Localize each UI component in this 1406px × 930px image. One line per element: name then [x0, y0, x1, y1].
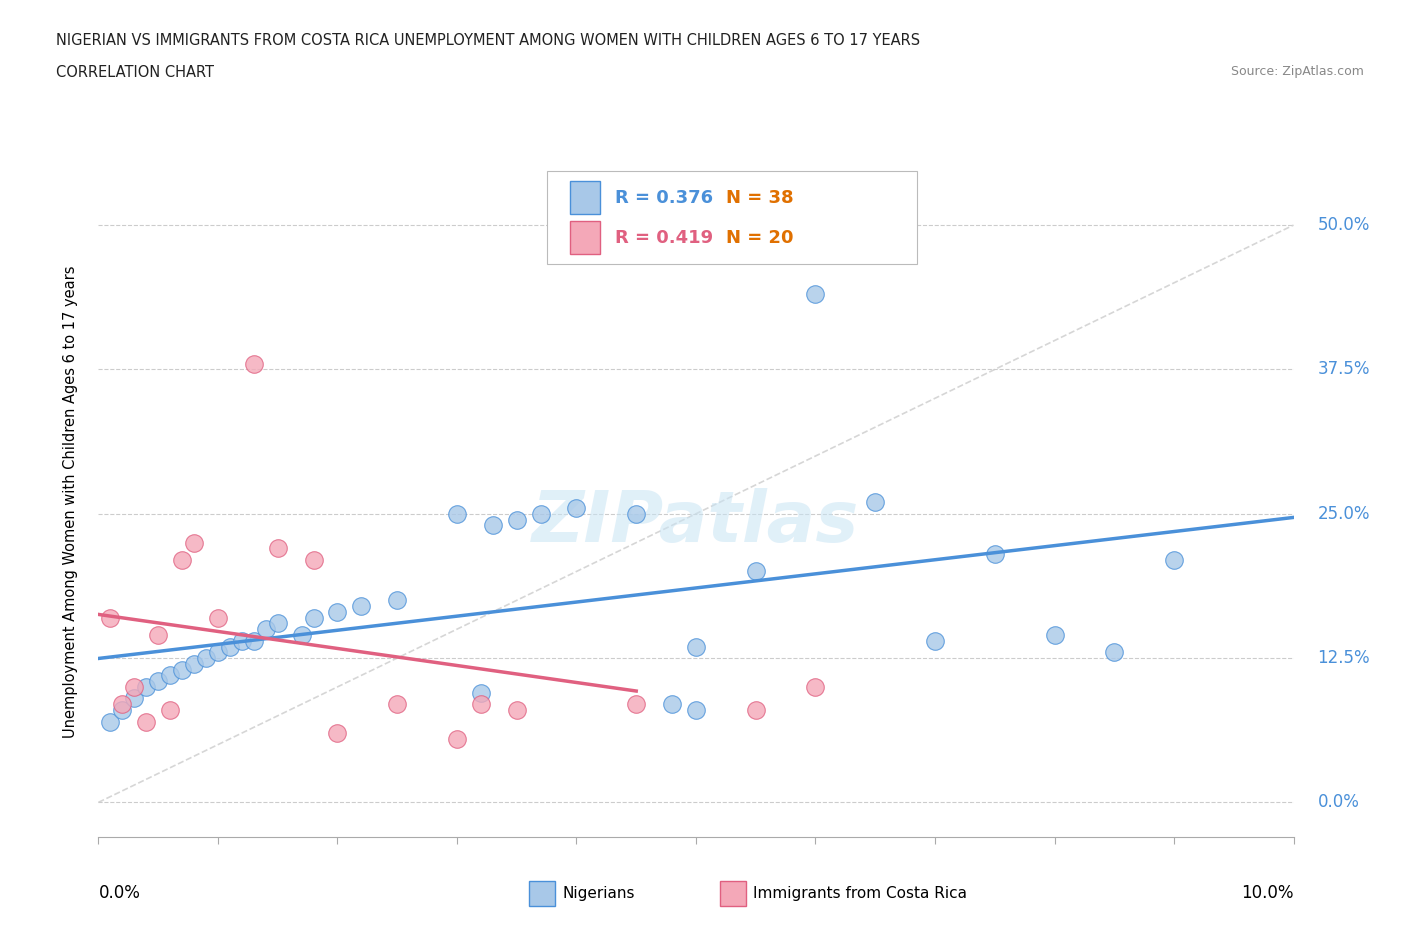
Text: 37.5%: 37.5%	[1317, 361, 1369, 379]
Point	[1102, 644, 1125, 659]
Text: ZIPatlas: ZIPatlas	[533, 488, 859, 557]
Point	[804, 287, 827, 302]
Point	[124, 691, 146, 706]
Text: R = 0.419: R = 0.419	[614, 229, 713, 246]
Point	[685, 702, 707, 717]
Point	[470, 697, 492, 711]
Point	[446, 506, 468, 521]
Point	[983, 547, 1005, 562]
Point	[111, 697, 134, 711]
Point	[804, 680, 827, 695]
Point	[231, 633, 253, 648]
Point	[924, 633, 946, 648]
Point	[1163, 552, 1185, 567]
Text: CORRELATION CHART: CORRELATION CHART	[56, 65, 214, 80]
Point	[290, 628, 312, 643]
Point	[98, 714, 122, 729]
Point	[183, 657, 205, 671]
FancyBboxPatch shape	[720, 881, 747, 906]
Point	[243, 633, 266, 648]
Point	[135, 680, 157, 695]
Text: Source: ZipAtlas.com: Source: ZipAtlas.com	[1230, 65, 1364, 78]
Point	[148, 628, 170, 643]
Text: N = 38: N = 38	[725, 189, 793, 206]
Point	[254, 622, 277, 637]
Point	[172, 662, 194, 677]
Point	[172, 552, 194, 567]
Point	[624, 697, 647, 711]
Point	[565, 500, 588, 515]
Text: 10.0%: 10.0%	[1241, 884, 1294, 902]
Point	[863, 495, 886, 510]
Y-axis label: Unemployment Among Women with Children Ages 6 to 17 years: Unemployment Among Women with Children A…	[63, 266, 77, 738]
Point	[111, 702, 134, 717]
Point	[148, 673, 170, 688]
FancyBboxPatch shape	[547, 171, 917, 264]
Text: NIGERIAN VS IMMIGRANTS FROM COSTA RICA UNEMPLOYMENT AMONG WOMEN WITH CHILDREN AG: NIGERIAN VS IMMIGRANTS FROM COSTA RICA U…	[56, 33, 921, 47]
Text: Immigrants from Costa Rica: Immigrants from Costa Rica	[754, 886, 967, 901]
Text: N = 20: N = 20	[725, 229, 793, 246]
Point	[506, 702, 529, 717]
Point	[183, 535, 205, 550]
Point	[207, 610, 229, 625]
Point	[385, 697, 409, 711]
Point	[98, 610, 122, 625]
Point	[159, 668, 181, 683]
Text: 0.0%: 0.0%	[1317, 793, 1360, 811]
Point	[135, 714, 157, 729]
Point	[685, 639, 707, 654]
FancyBboxPatch shape	[571, 221, 600, 255]
Text: R = 0.376: R = 0.376	[614, 189, 713, 206]
Text: 12.5%: 12.5%	[1317, 649, 1369, 667]
Point	[745, 564, 768, 578]
Point	[506, 512, 529, 527]
Point	[326, 725, 349, 740]
Point	[302, 552, 325, 567]
Point	[745, 702, 768, 717]
Text: 25.0%: 25.0%	[1317, 505, 1369, 523]
Point	[243, 356, 266, 371]
Point	[124, 680, 146, 695]
Point	[446, 731, 468, 746]
Point	[267, 541, 290, 556]
Point	[302, 610, 325, 625]
FancyBboxPatch shape	[529, 881, 555, 906]
Point	[326, 604, 349, 619]
Point	[661, 697, 683, 711]
Point	[219, 639, 242, 654]
Point	[159, 702, 181, 717]
Point	[350, 599, 373, 614]
Text: 0.0%: 0.0%	[98, 884, 141, 902]
Point	[1043, 628, 1066, 643]
Point	[529, 506, 551, 521]
Point	[624, 506, 647, 521]
Text: Nigerians: Nigerians	[562, 886, 634, 901]
Point	[385, 593, 409, 608]
FancyBboxPatch shape	[571, 180, 600, 214]
Point	[470, 685, 492, 700]
Point	[481, 518, 503, 533]
Point	[207, 644, 229, 659]
Point	[267, 616, 290, 631]
Text: 50.0%: 50.0%	[1317, 216, 1369, 234]
Point	[194, 651, 218, 666]
